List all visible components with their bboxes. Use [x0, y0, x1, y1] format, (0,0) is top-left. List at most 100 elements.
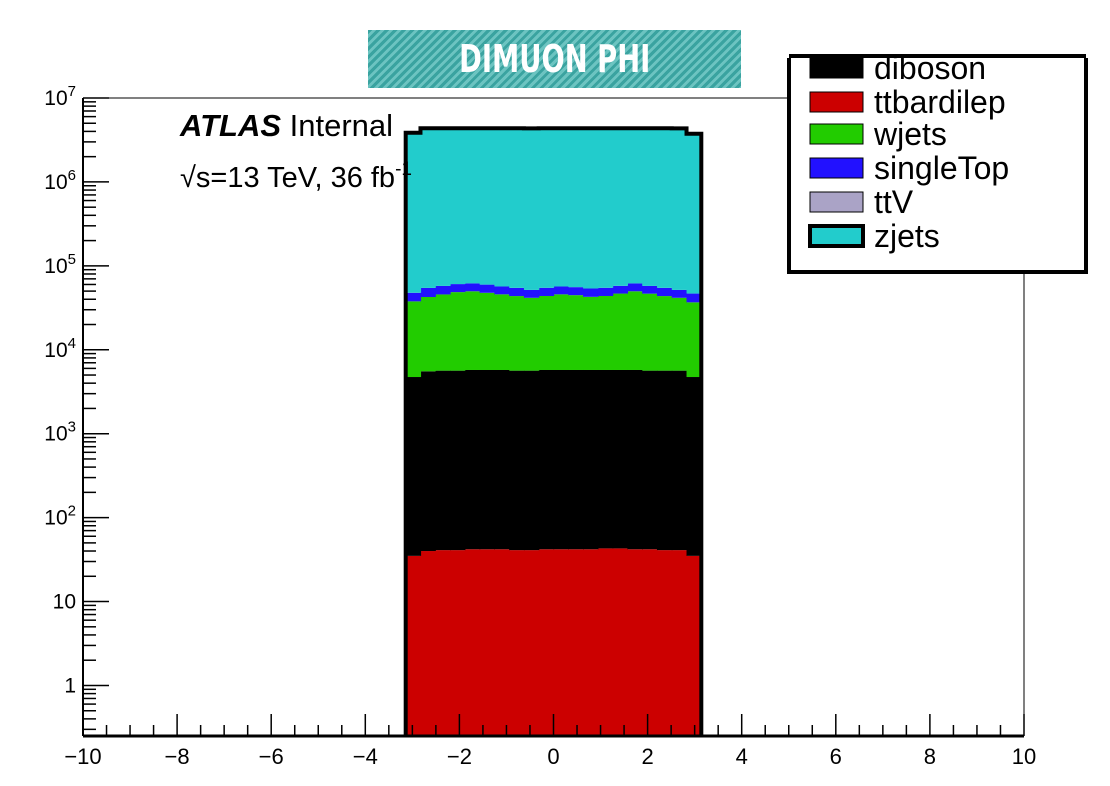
legend-label: wjets — [873, 116, 947, 152]
bar-wjets-bin-1 — [420, 297, 436, 372]
bar-wjets-bin-6 — [494, 294, 510, 370]
bar-ttbardilep-bin-11 — [568, 549, 584, 736]
bar-diboson-bin-0 — [405, 377, 422, 556]
series-zjets — [405, 128, 702, 294]
bar-wjets-bin-13 — [597, 295, 614, 370]
bar-wjets-bin-10 — [553, 294, 569, 370]
bar-wjets-bin-19 — [686, 302, 702, 378]
bar-zjets-bin-9 — [538, 128, 555, 288]
bar-ttbardilep-bin-6 — [494, 549, 510, 736]
luminosity-label: √s=13 TeV, 36 fb-1 — [180, 159, 412, 194]
bar-wjets-bin-2 — [435, 294, 451, 371]
bar-singleTop-bin-9 — [538, 287, 555, 296]
legend-entry-ttbardilep: ttbardilep — [809, 84, 1006, 120]
bar-zjets-bin-0 — [405, 132, 422, 293]
bar-diboson-bin-18 — [671, 370, 688, 551]
bar-ttbardilep-bin-4 — [464, 549, 481, 736]
bar-ttbardilep-bin-3 — [450, 550, 466, 736]
bar-diboson-bin-1 — [420, 371, 436, 552]
bar-zjets-bin-2 — [435, 128, 451, 286]
bar-singleTop-bin-4 — [464, 283, 481, 292]
bar-zjets-bin-11 — [568, 128, 584, 288]
bar-wjets-bin-16 — [642, 293, 658, 371]
bar-wjets-bin-15 — [627, 291, 643, 370]
bar-ttbardilep-bin-10 — [553, 549, 569, 736]
bar-singleTop-bin-1 — [420, 287, 436, 298]
x-tick-label: −10 — [64, 744, 101, 769]
bar-singleTop-bin-12 — [583, 288, 599, 297]
bar-diboson-bin-17 — [656, 370, 673, 551]
bar-wjets-bin-18 — [671, 297, 688, 371]
series-ttbardilep — [405, 548, 702, 736]
bar-zjets-bin-7 — [509, 128, 525, 288]
bar-singleTop-bin-16 — [642, 285, 658, 294]
bar-zjets-bin-10 — [553, 128, 569, 287]
bar-zjets-bin-12 — [583, 128, 599, 289]
bar-diboson-bin-3 — [450, 370, 466, 551]
bar-diboson-bin-15 — [627, 369, 643, 550]
bar-singleTop-bin-10 — [553, 286, 569, 295]
bar-singleTop-bin-11 — [568, 287, 584, 296]
bar-singleTop-bin-13 — [597, 287, 614, 296]
chart-title-banner: DIMUON PHI — [368, 30, 741, 88]
bar-singleTop-bin-17 — [656, 287, 673, 297]
legend-entry-singleTop: singleTop — [809, 150, 1009, 186]
bar-diboson-bin-13 — [597, 369, 614, 549]
legend-entry-wjets: wjets — [809, 116, 947, 152]
bar-ttbardilep-bin-2 — [435, 550, 451, 736]
bar-diboson-bin-12 — [583, 369, 599, 550]
bar-wjets-bin-14 — [612, 293, 628, 370]
bar-diboson-bin-10 — [553, 369, 569, 550]
bar-ttbardilep-bin-18 — [671, 550, 688, 736]
bar-diboson-bin-14 — [612, 369, 628, 549]
y-tick-label: 106 — [44, 167, 76, 194]
bar-singleTop-bin-0 — [405, 292, 422, 302]
bar-wjets-bin-12 — [583, 296, 599, 370]
bar-wjets-bin-8 — [523, 297, 540, 371]
bar-diboson-bin-2 — [435, 370, 451, 551]
bar-ttbardilep-bin-0 — [405, 555, 422, 736]
bar-singleTop-bin-14 — [612, 285, 628, 294]
x-tick-label: 0 — [547, 744, 559, 769]
bar-singleTop-bin-6 — [494, 286, 510, 295]
bar-zjets-bin-18 — [671, 128, 688, 290]
legend-swatch — [809, 157, 864, 179]
bar-zjets-bin-8 — [523, 128, 540, 290]
chart-title: DIMUON PHI — [458, 37, 651, 81]
bar-ttbardilep-bin-5 — [479, 549, 495, 736]
bar-wjets-bin-11 — [568, 295, 584, 370]
y-tick-label: 10 — [53, 591, 76, 614]
bar-singleTop-bin-18 — [671, 289, 688, 298]
bar-singleTop-bin-5 — [479, 284, 495, 293]
bar-singleTop-bin-8 — [523, 289, 540, 298]
bar-ttbardilep-bin-15 — [627, 549, 643, 736]
bar-diboson-bin-19 — [686, 377, 702, 556]
bar-diboson-bin-7 — [509, 370, 525, 551]
bar-zjets-bin-4 — [464, 128, 481, 284]
bar-wjets-bin-3 — [450, 292, 466, 371]
bar-wjets-bin-17 — [656, 296, 673, 371]
x-tick-label: 2 — [641, 744, 653, 769]
x-tick-label: −8 — [165, 744, 190, 769]
legend-entry-ttV: ttV — [809, 184, 914, 220]
y-tick-label: 105 — [44, 251, 76, 278]
bar-diboson-bin-4 — [464, 369, 481, 550]
bar-ttbardilep-bin-9 — [538, 549, 555, 736]
bar-zjets-bin-14 — [612, 128, 628, 286]
x-tick-label: −6 — [259, 744, 284, 769]
bar-singleTop-bin-7 — [509, 287, 525, 297]
bar-singleTop-bin-15 — [627, 283, 643, 292]
bar-diboson-bin-8 — [523, 370, 540, 551]
bar-wjets-bin-5 — [479, 292, 495, 370]
legend-swatch — [809, 91, 864, 113]
x-tick-label: 6 — [830, 744, 842, 769]
bar-zjets-bin-6 — [494, 128, 510, 287]
bar-singleTop-bin-2 — [435, 285, 451, 295]
x-tick-label: −2 — [447, 744, 472, 769]
bar-ttbardilep-bin-19 — [686, 555, 702, 736]
x-tick-label: 10 — [1012, 744, 1036, 769]
legend-label: ttV — [874, 184, 914, 220]
series-diboson — [405, 369, 702, 556]
bar-diboson-bin-9 — [538, 369, 555, 550]
